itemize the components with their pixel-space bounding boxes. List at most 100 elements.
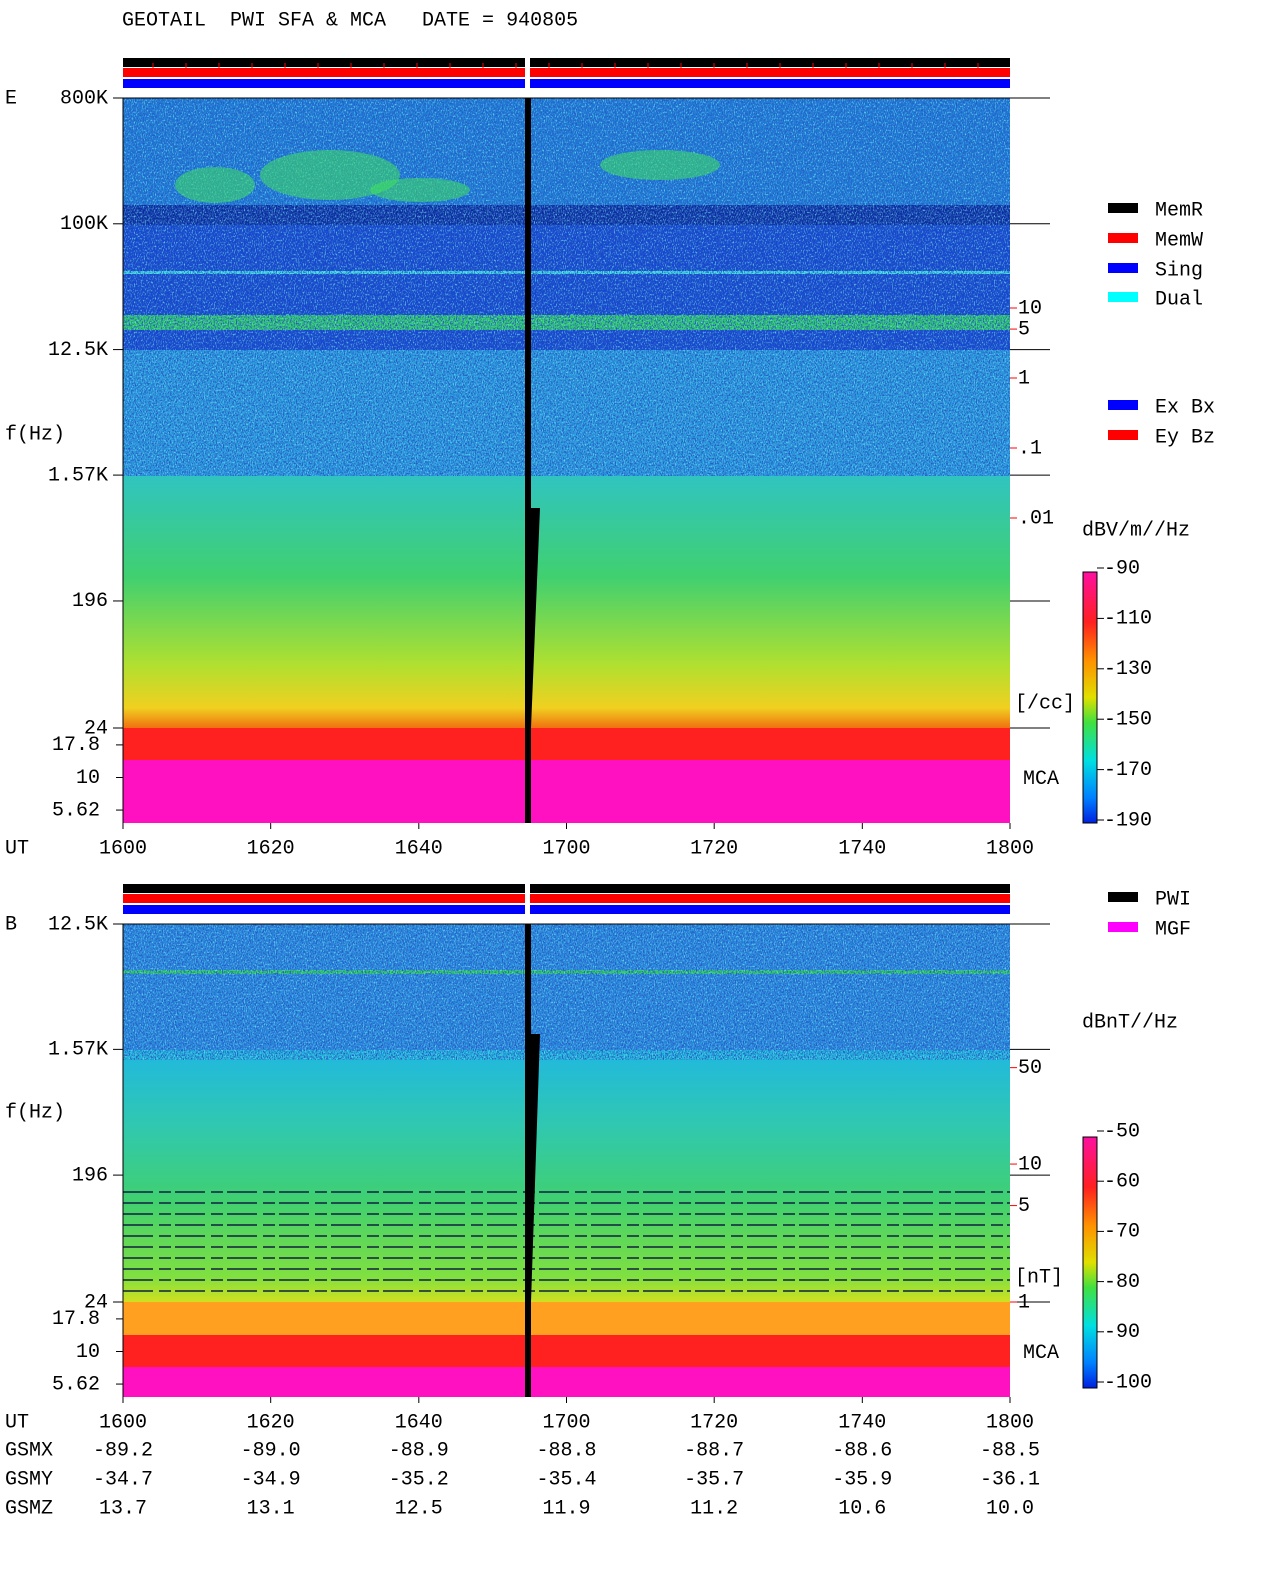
y2-tick-label: 5: [1018, 318, 1030, 341]
colorbar-tick-label: -90: [1104, 1321, 1140, 1344]
x-tick-label: 1600: [99, 837, 147, 860]
y2-axis-label: [/cc]: [1015, 692, 1075, 715]
status-bar: [123, 58, 1010, 67]
mca-tick-label: 5.62: [52, 799, 100, 822]
legend-swatch: [1108, 430, 1138, 440]
y-tick-label: 100K: [60, 213, 108, 236]
data-gap: [525, 98, 531, 823]
colorbar-tick-label: -150: [1104, 708, 1152, 731]
status-bar: [123, 68, 1010, 77]
orbit-value: -34.9: [241, 1468, 301, 1491]
orbit-row-label: GSMY: [5, 1468, 53, 1491]
status-gap: [525, 884, 530, 914]
y2-tick-label: 1: [1018, 1291, 1030, 1314]
colorbar: [1082, 571, 1098, 824]
orbit-row-label: GSMZ: [5, 1497, 53, 1520]
spectrogram-noise: [123, 98, 1010, 476]
mca-tick-label: 10: [76, 1341, 100, 1364]
colorbar-tick-label: -110: [1104, 608, 1152, 631]
orbit-value: 10.6: [838, 1497, 886, 1520]
y-axis-label: f(Hz): [5, 423, 65, 446]
status-bar: [123, 79, 1010, 88]
legend-swatch: [1108, 233, 1138, 243]
mca-tick-label: 17.8: [52, 1308, 100, 1331]
legend-swatch: [1108, 203, 1138, 213]
y-tick-label: 1.57K: [48, 464, 108, 487]
colorbar-tick-label: -50: [1104, 1120, 1140, 1143]
x-tick-label: 1700: [542, 1411, 590, 1434]
status-bar: [123, 905, 1010, 914]
orbit-value: -35.2: [389, 1468, 449, 1491]
legend-label: Ey Bz: [1155, 426, 1215, 449]
emission-patch: [175, 167, 255, 203]
y-tick-label: 12.5K: [48, 913, 108, 936]
colorbar-tick-label: -60: [1104, 1170, 1140, 1193]
x-tick-label: 1640: [395, 837, 443, 860]
orbit-value: 13.7: [99, 1497, 147, 1520]
legend-swatch: [1108, 263, 1138, 273]
orbit-row-label: GSMX: [5, 1439, 53, 1462]
orbit-value: -88.7: [684, 1439, 744, 1462]
legend-label: MemW: [1155, 229, 1203, 252]
spectrogram-band: [123, 1335, 1010, 1367]
y2-tick-label: 10: [1018, 1153, 1042, 1176]
status-bar: [123, 894, 1010, 903]
x-tick-label: 1740: [838, 837, 886, 860]
orbit-value: -89.0: [241, 1439, 301, 1462]
legend-label: Dual: [1155, 288, 1203, 311]
colorbar-tick-label: -70: [1104, 1221, 1140, 1244]
colorbar-label: dBnT//Hz: [1082, 1011, 1178, 1034]
spectrogram-band: [123, 476, 1010, 728]
orbit-value: -35.9: [832, 1468, 892, 1491]
mca-tick-label: 5.62: [52, 1373, 100, 1396]
orbit-value: -35.7: [684, 1468, 744, 1491]
x-tick-label: 1620: [247, 837, 295, 860]
x-tick-label: 1700: [542, 837, 590, 860]
colorbar-tick-label: -100: [1104, 1371, 1152, 1394]
panel-label: B: [5, 913, 17, 936]
y-tick-label: 24: [84, 1291, 108, 1314]
colorbar-tick-label: -80: [1104, 1271, 1140, 1294]
x-tick-label: 1800: [986, 1411, 1034, 1434]
emission-patch: [260, 150, 400, 200]
orbit-value: -88.6: [832, 1439, 892, 1462]
orbit-value: 10.0: [986, 1497, 1034, 1520]
orbit-value: 11.2: [690, 1497, 738, 1520]
x-axis-label: UT: [5, 837, 29, 860]
mca-tick-label: 10: [76, 767, 100, 790]
orbit-value: 11.9: [542, 1497, 590, 1520]
y2-tick-label: 10: [1018, 297, 1042, 320]
panel-label: E: [5, 87, 17, 110]
orbit-value: -88.8: [536, 1439, 596, 1462]
colorbar-tick-label: -190: [1104, 809, 1152, 832]
x-tick-label: 1640: [395, 1411, 443, 1434]
legend-swatch: [1108, 922, 1138, 932]
x-tick-label: 1800: [986, 837, 1034, 860]
mca-tick-label: 17.8: [52, 734, 100, 757]
y2-tick-label: 5: [1018, 1195, 1030, 1218]
legend-label: MemR: [1155, 199, 1203, 222]
x-tick-label: 1620: [247, 1411, 295, 1434]
spectrogram-band: [123, 760, 1010, 823]
emission-patch: [370, 178, 470, 202]
mca-label: MCA: [1023, 768, 1059, 791]
y-axis-label: f(Hz): [5, 1101, 65, 1124]
colorbar-tick-label: -170: [1104, 759, 1152, 782]
y-tick-label: 800K: [60, 87, 108, 110]
spectrogram-band: [123, 1302, 1010, 1335]
y2-tick-label: 1: [1018, 367, 1030, 390]
colorbar-tick-label: -130: [1104, 658, 1152, 681]
legend-label: Ex Bx: [1155, 396, 1215, 419]
x-axis-label: UT: [5, 1411, 29, 1434]
orbit-value: -35.4: [536, 1468, 596, 1491]
orbit-value: 13.1: [247, 1497, 295, 1520]
mca-label: MCA: [1023, 1342, 1059, 1365]
y-tick-label: 24: [84, 717, 108, 740]
orbit-value: -89.2: [93, 1439, 153, 1462]
data-gap: [528, 1034, 540, 1302]
y-tick-label: 196: [72, 1164, 108, 1187]
legend-label: Sing: [1155, 259, 1203, 282]
status-bar: [123, 884, 1010, 893]
